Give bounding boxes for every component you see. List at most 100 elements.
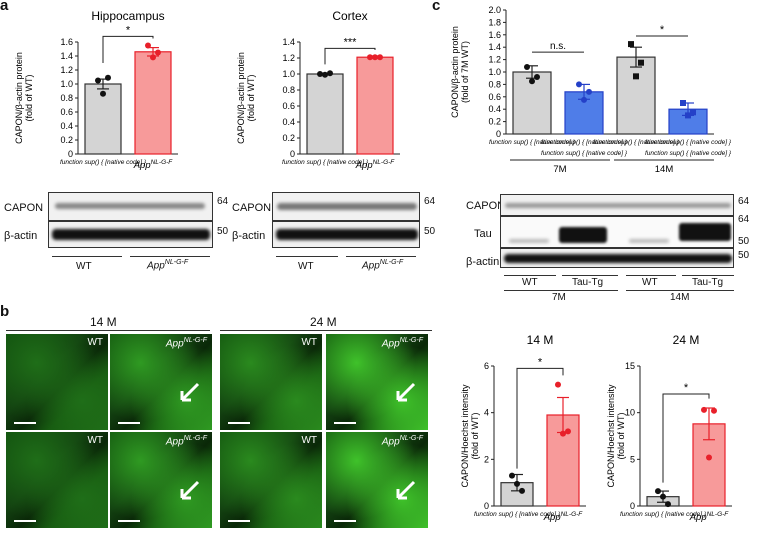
micrograph-label-wt: WT: [87, 337, 103, 348]
micrograph-app: AppNL-G-F: [110, 334, 212, 430]
data-point: [633, 73, 639, 80]
data-point: [95, 77, 101, 84]
scale-bar: [14, 422, 36, 424]
mw-marker-64: 64: [738, 214, 750, 225]
micrograph-app: AppNL-G-F: [326, 432, 428, 528]
scale-bar: [14, 520, 36, 522]
y-tick-label: 2: [484, 454, 489, 464]
y-tick-label: 10: [625, 408, 635, 418]
data-point: [105, 74, 111, 81]
data-point: [155, 49, 161, 56]
data-point: [327, 70, 333, 77]
scale-bar: [228, 520, 250, 522]
significance-label: *: [126, 24, 131, 36]
blot-group-wt-14m: WT: [642, 277, 658, 288]
arrow-icon: [180, 382, 200, 402]
y-axis-label: (fold of WT): [470, 412, 480, 459]
y-tick-label: 0.4: [60, 121, 73, 131]
micrograph-app: AppNL-G-F: [326, 334, 428, 430]
significance-bracket: [516, 367, 564, 469]
arrow-icon: [180, 480, 200, 500]
panel-label-c: c: [432, 0, 441, 14]
blot-group-app: AppNL-G-F: [147, 259, 189, 272]
y-tick-label: 0.8: [60, 93, 73, 103]
blot-group-app: AppNL-G-F: [362, 259, 404, 272]
y-tick-label: 1.2: [60, 65, 73, 75]
x-tick-label: function sup() { [native code] }: [593, 139, 680, 146]
y-tick-label: 1.2: [282, 53, 295, 63]
blot-group-wt: WT: [76, 261, 92, 272]
micrograph-label-wt: WT: [87, 435, 103, 446]
micrograph-label-app: AppNL-G-F: [381, 337, 423, 350]
panel-label-b: b: [0, 303, 10, 320]
bar: [616, 56, 656, 135]
mw-marker-50: 50: [217, 226, 229, 237]
chart-title: Hippocampus: [91, 9, 164, 23]
blot-image-capon: [48, 192, 213, 221]
y-tick-label: 1.4: [282, 37, 295, 47]
group-label-14m: 14 M: [90, 315, 117, 329]
y-tick-label: 2.0: [488, 5, 501, 15]
x-tick-label: AppNL-G-F: [133, 159, 174, 171]
micrograph-wt: WT: [220, 334, 322, 430]
data-point: [638, 59, 644, 66]
mw-marker-50: 50: [424, 226, 436, 237]
data-point: [655, 488, 661, 495]
micrograph-label-app: AppNL-G-F: [381, 435, 423, 448]
data-point: [377, 54, 383, 61]
significance-label: ***: [344, 36, 358, 48]
blot-image-actin: [272, 221, 420, 248]
data-point: [581, 96, 587, 103]
bar: [134, 51, 172, 155]
data-point: [665, 501, 671, 508]
micrograph-label-wt: WT: [301, 435, 317, 446]
x-tick-label: function sup() { [native code] }: [282, 159, 369, 166]
y-tick-label: 1.4: [60, 51, 73, 61]
significance-bracket: [662, 393, 710, 483]
hoechst-14m-bar-chart: 14 M 0 2 4 6 CAPON/Hoechst intensity (fold of …: [460, 333, 586, 523]
scale-bar: [228, 422, 250, 424]
y-tick-label: 1.0: [488, 67, 501, 77]
y-axis-label: CAPON/β-actin protein: [236, 52, 246, 144]
y-tick-label: 0.2: [60, 135, 73, 145]
significance-label: *: [660, 24, 665, 36]
y-tick-label: 0.8: [488, 79, 501, 89]
bar: [356, 56, 394, 155]
blot-row-label-capon: CAPON: [466, 200, 506, 212]
y-tick-label: 0: [496, 129, 501, 139]
blot-group-wt: WT: [298, 261, 314, 272]
hoechst-24m-bar-chart: 24 M 0 5 10 15 CAPON/Hoechst intensity (fold o…: [606, 333, 732, 523]
y-axis-label: (fold of WT): [616, 412, 626, 459]
data-point: [555, 381, 561, 388]
data-point: [565, 428, 571, 435]
y-tick-label: 1.0: [282, 69, 295, 79]
y-axis-label: CAPON/β-actin protein: [450, 26, 460, 118]
blot-age-14m: 14M: [670, 292, 690, 303]
x-tick-label: function sup() { [native code] }: [620, 511, 707, 518]
blot-image-actin: [48, 221, 213, 248]
y-tick-label: 0.2: [282, 133, 295, 143]
x-tick-label: function sup() { [native code] }: [645, 139, 732, 146]
y-tick-label: 0.2: [488, 117, 501, 127]
age-group-label: 7M: [553, 164, 566, 175]
hippocampus-bar-chart: Hippocampus 0 0.2 0.4 0.6 0.8 1.0 1.2 1.4 1.6 CAPO…: [14, 9, 178, 171]
arrow-icon: [396, 480, 416, 500]
blot-group-wt-7m: WT: [522, 277, 538, 288]
y-tick-label: 0.6: [60, 107, 73, 117]
y-tick-label: 1.6: [60, 37, 73, 47]
data-point: [529, 78, 535, 85]
y-tick-label: 4: [484, 408, 489, 418]
chart-title: Cortex: [332, 9, 367, 23]
y-axis-label: CAPON/Hoechst intensity: [460, 384, 470, 488]
data-point: [145, 42, 151, 49]
x-tick-label: function sup() { [native code] }: [541, 139, 628, 146]
y-tick-label: 1.6: [488, 30, 501, 40]
significance-bracket: [324, 47, 376, 65]
scale-bar: [118, 422, 140, 424]
y-tick-label: 0.4: [282, 117, 295, 127]
y-axis-label: (fold of 7M WT): [460, 41, 470, 103]
scale-bar: [334, 422, 356, 424]
tau-bar-chart: 0 0.2 0.4 0.6 0.8 1.0 1.2 1.4 1.6 1.8 2.0 CAPON/β-a…: [450, 5, 732, 175]
y-axis-label: (fold of WT): [246, 74, 256, 121]
data-point: [711, 407, 717, 414]
